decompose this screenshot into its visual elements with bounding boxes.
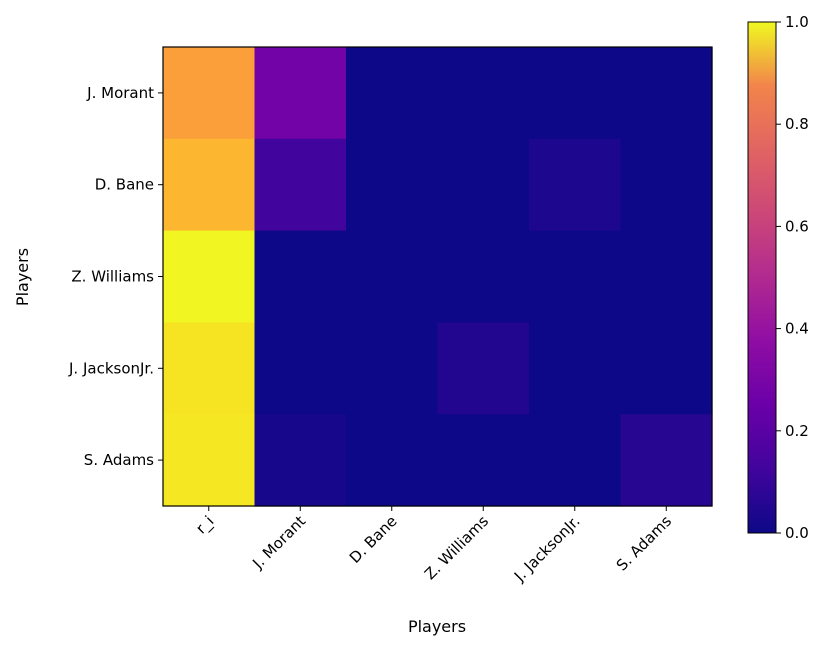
heatmap-cell <box>346 138 439 232</box>
y-tick-label: Z. Williams <box>71 268 154 286</box>
heatmap-cell <box>346 47 439 140</box>
heatmap-cell <box>254 414 347 507</box>
heatmap-cell <box>163 138 256 232</box>
heatmap-cell <box>346 414 439 507</box>
heatmap-cells <box>163 47 713 507</box>
x-tick-label: D. Bane <box>346 512 401 567</box>
heatmap-cell <box>254 322 347 415</box>
heatmap-cell <box>437 414 530 507</box>
y-tick-label: J. Morant <box>86 84 154 102</box>
heatmap-cell <box>620 230 713 323</box>
colorbar-tick-label: 0.0 <box>785 524 809 542</box>
y-tick-label: J. JacksonJr. <box>68 359 154 377</box>
colorbar <box>747 21 777 534</box>
heatmap-cell <box>437 322 530 415</box>
heatmap-cell <box>620 414 713 507</box>
heatmap-cell <box>163 414 256 507</box>
heatmap-cell <box>346 230 439 323</box>
heatmap-cell <box>529 414 622 507</box>
y-tick-label: S. Adams <box>84 451 154 469</box>
heatmap-cell <box>163 47 256 140</box>
heatmap-cell <box>254 47 347 140</box>
heatmap-cell <box>254 138 347 232</box>
heatmap-cell <box>346 322 439 415</box>
heatmap-cell <box>163 322 256 415</box>
x-axis-label: Players <box>408 617 466 636</box>
heatmap-cell <box>529 322 622 415</box>
x-tick-label: S. Adams <box>613 512 675 574</box>
x-tick-label: J. Morant <box>248 512 309 573</box>
heatmap-cell <box>620 138 713 232</box>
colorbar-tick-label: 0.6 <box>785 217 809 235</box>
x-tick-label: r_i <box>192 512 218 538</box>
heatmap-cell <box>163 230 256 323</box>
y-axis-ticks: J. Morant D. Bane Z. Williams J. JacksonJr.… <box>68 84 163 469</box>
heatmap-cell <box>437 230 530 323</box>
heatmap-cell <box>437 47 530 140</box>
colorbar-tick-label: 0.4 <box>785 320 809 338</box>
x-tick-label: Z. Williams <box>421 512 492 583</box>
x-tick-label: J. JacksonJr. <box>510 512 584 586</box>
heatmap-cell <box>620 47 713 140</box>
heatmap-cell <box>620 322 713 415</box>
heatmap-cell <box>437 138 530 232</box>
heatmap-cell <box>529 138 622 232</box>
y-tick-label: D. Bane <box>95 176 154 194</box>
x-axis-ticks: r_i J. Morant D. Bane Z. Williams J. Jackson… <box>192 506 675 586</box>
colorbar-tick-label: 1.0 <box>785 13 809 31</box>
colorbar-ticks: 0.0 0.2 0.4 0.6 0.8 1.0 <box>776 13 809 542</box>
heatmap-cell <box>529 47 622 140</box>
heatmap-cell <box>529 230 622 323</box>
y-axis-label: Players <box>13 248 32 306</box>
colorbar-tick-label: 0.2 <box>785 422 809 440</box>
colorbar-tick-label: 0.8 <box>785 115 809 133</box>
heatmap-cell <box>254 230 347 323</box>
